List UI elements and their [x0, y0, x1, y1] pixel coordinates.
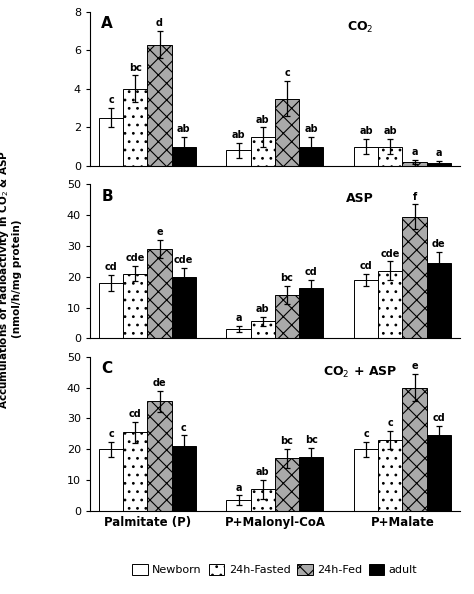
- Text: f: f: [412, 192, 417, 201]
- Bar: [299, 457, 323, 511]
- Bar: [227, 150, 251, 166]
- Bar: [123, 274, 147, 339]
- Bar: [354, 280, 378, 339]
- Text: cde: cde: [174, 255, 193, 265]
- Bar: [227, 329, 251, 339]
- Text: bc: bc: [305, 435, 318, 445]
- Bar: [275, 459, 299, 511]
- Bar: [251, 321, 275, 339]
- Text: cde: cde: [381, 248, 400, 258]
- Bar: [123, 89, 147, 166]
- Text: c: c: [108, 96, 114, 105]
- Bar: [99, 449, 123, 511]
- Text: e: e: [156, 227, 163, 237]
- Bar: [99, 283, 123, 339]
- Text: ab: ab: [177, 124, 191, 134]
- Bar: [354, 147, 378, 166]
- Text: ab: ab: [232, 130, 246, 140]
- Bar: [299, 287, 323, 339]
- Bar: [172, 147, 196, 166]
- Text: cde: cde: [126, 253, 145, 263]
- Bar: [427, 163, 451, 166]
- Text: a: a: [411, 147, 418, 157]
- Text: cd: cd: [432, 413, 445, 424]
- Bar: [275, 99, 299, 166]
- Text: ab: ab: [256, 304, 270, 314]
- Text: c: c: [387, 418, 393, 428]
- Bar: [99, 118, 123, 166]
- Bar: [427, 435, 451, 511]
- Text: A: A: [101, 17, 113, 31]
- Bar: [378, 147, 402, 166]
- Text: a: a: [235, 313, 242, 323]
- Text: CO$_2$: CO$_2$: [346, 20, 373, 34]
- Bar: [378, 271, 402, 339]
- Text: ab: ab: [256, 467, 270, 477]
- Text: cd: cd: [360, 261, 373, 271]
- Text: cd: cd: [129, 409, 142, 419]
- Text: a: a: [436, 148, 442, 158]
- Text: de: de: [153, 378, 166, 388]
- Text: a: a: [235, 483, 242, 492]
- Text: c: c: [181, 422, 187, 432]
- Text: CO$_2$ + ASP: CO$_2$ + ASP: [323, 365, 397, 380]
- Bar: [172, 277, 196, 339]
- Text: bc: bc: [281, 273, 293, 283]
- Text: de: de: [432, 239, 446, 249]
- Text: e: e: [411, 361, 418, 371]
- Text: bc: bc: [281, 437, 293, 447]
- Text: d: d: [156, 18, 163, 29]
- Bar: [402, 217, 427, 339]
- Text: ab: ab: [304, 124, 318, 134]
- Text: cd: cd: [105, 263, 118, 273]
- Bar: [378, 440, 402, 511]
- Bar: [402, 162, 427, 166]
- Bar: [147, 45, 172, 166]
- Bar: [402, 388, 427, 511]
- Bar: [147, 249, 172, 339]
- Text: ab: ab: [383, 126, 397, 136]
- Text: cd: cd: [305, 267, 318, 277]
- Bar: [427, 263, 451, 339]
- Bar: [227, 500, 251, 511]
- Text: ASP: ASP: [346, 192, 374, 205]
- Legend: Newborn, 24h-Fasted, 24h-Fed, adult: Newborn, 24h-Fasted, 24h-Fed, adult: [128, 560, 422, 580]
- Text: B: B: [101, 189, 113, 204]
- Bar: [251, 137, 275, 166]
- Bar: [275, 295, 299, 339]
- Text: bc: bc: [129, 62, 142, 72]
- Bar: [299, 147, 323, 166]
- Text: c: c: [284, 68, 290, 78]
- Bar: [251, 489, 275, 511]
- Text: c: c: [363, 429, 369, 439]
- Bar: [354, 449, 378, 511]
- Text: C: C: [101, 362, 112, 377]
- Text: c: c: [108, 429, 114, 439]
- Bar: [123, 432, 147, 511]
- Bar: [172, 446, 196, 511]
- Text: Accumulations of radioactivity in CO$_2$ & ASP
(nmol/h/mg protein): Accumulations of radioactivity in CO$_2$…: [0, 150, 22, 409]
- Text: ab: ab: [256, 115, 270, 125]
- Text: ab: ab: [359, 126, 373, 136]
- Bar: [147, 402, 172, 511]
